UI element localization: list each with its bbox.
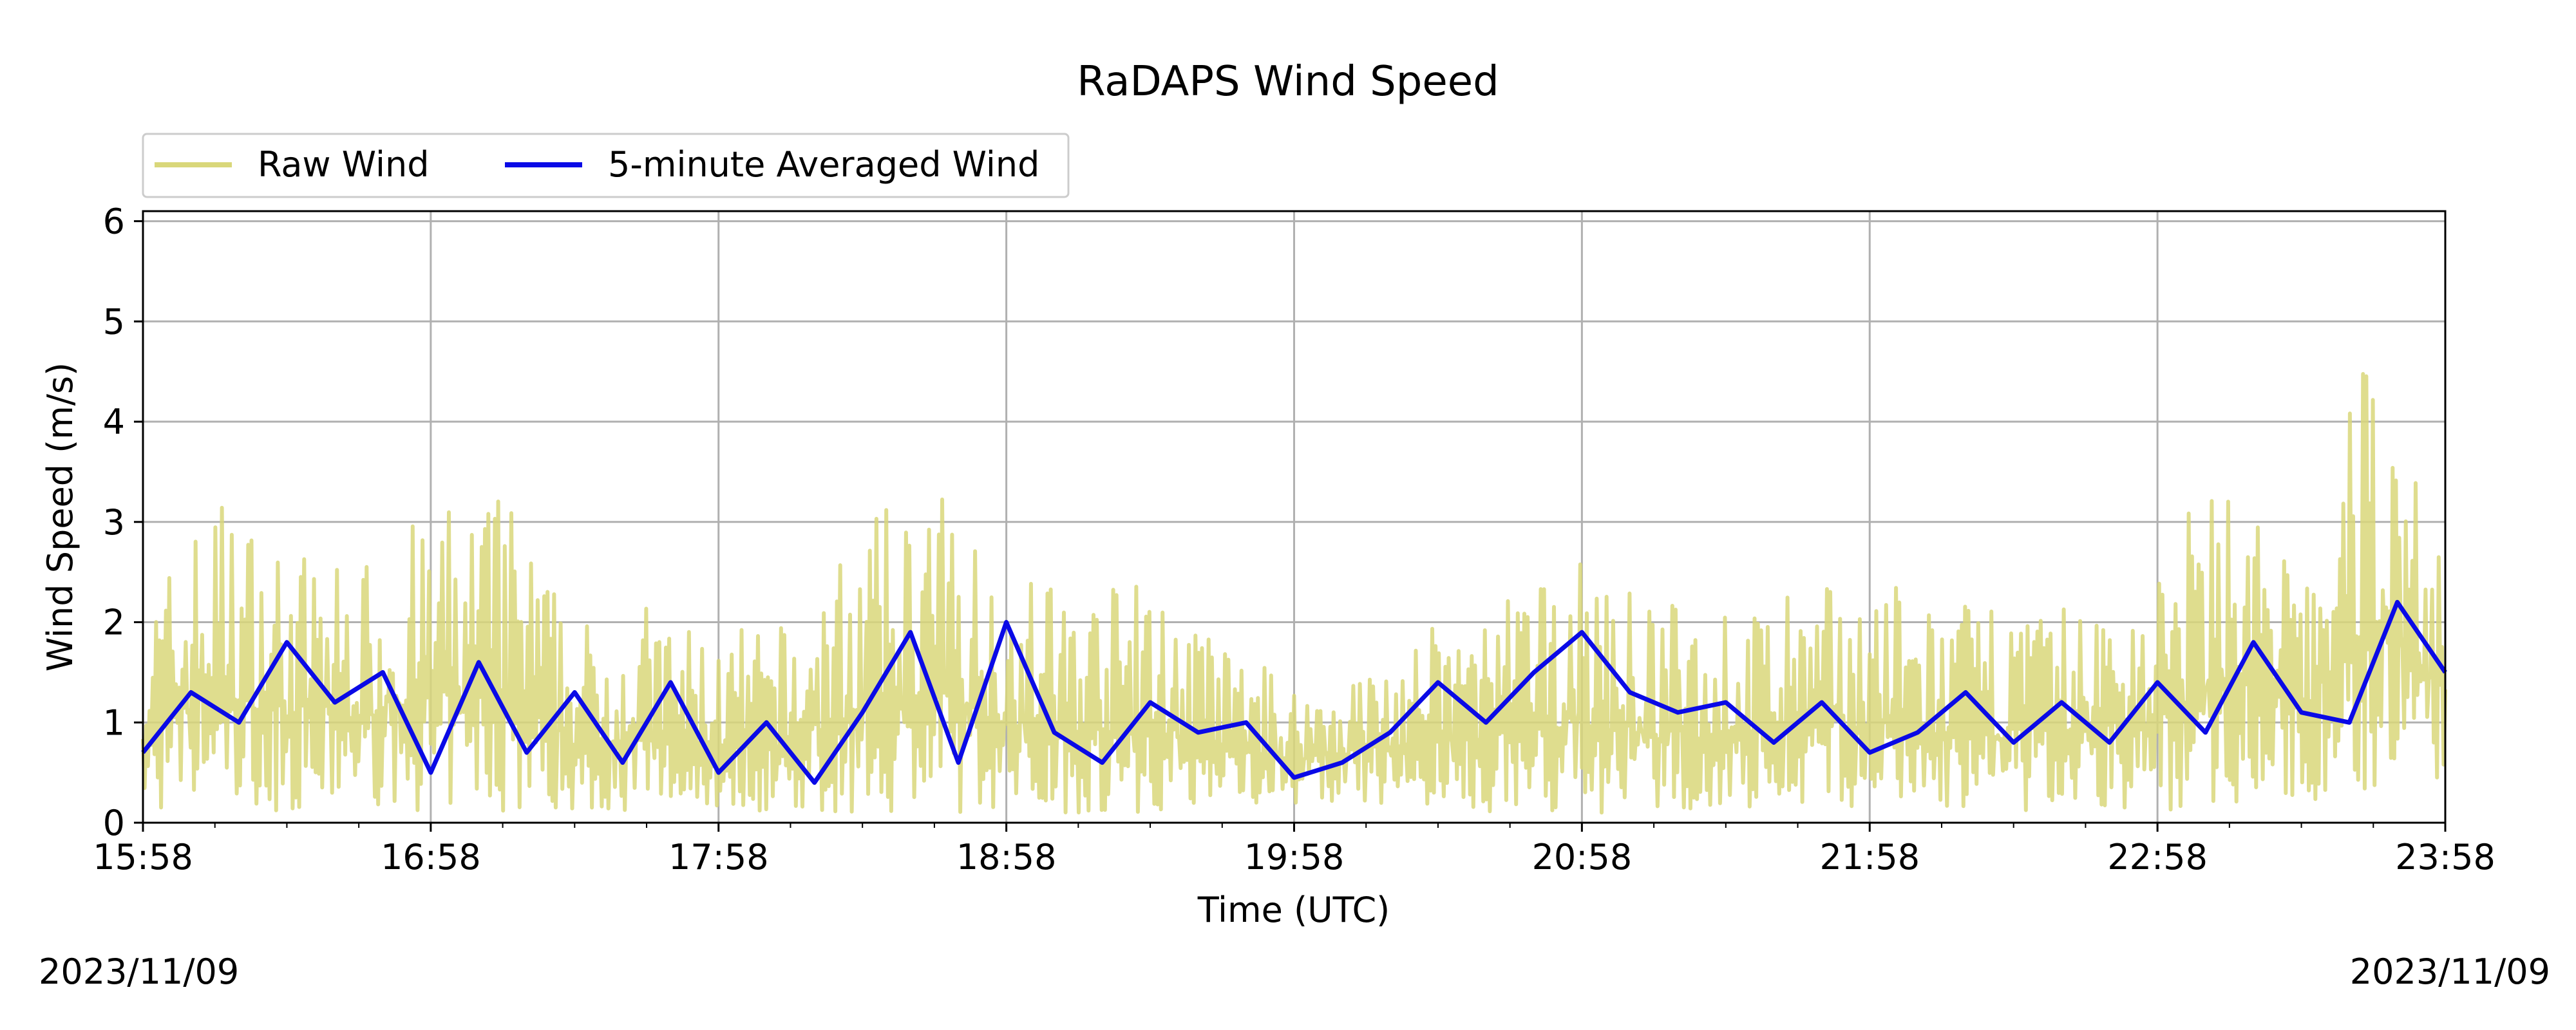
x-tick-label: 15:58 [93, 837, 193, 877]
raw-wind-series [141, 371, 2447, 815]
y-tick-label: 0 [103, 803, 125, 843]
y-tick-label: 3 [103, 502, 125, 543]
averaged-wind-line [141, 599, 2447, 785]
end-date-label: 2023/11/09 [2350, 951, 2550, 992]
chart-title: RaDAPS Wind Speed [1077, 58, 1499, 106]
start-date-label: 2023/11/09 [39, 951, 239, 992]
y-tick-label: 2 [103, 603, 125, 643]
y-tick-label: 4 [103, 402, 125, 442]
legend: Raw Wind 5-minute Averaged Wind [142, 133, 1070, 198]
x-tick-label: 22:58 [2107, 837, 2208, 877]
y-axis-label: Wind Speed (m/s) [40, 362, 80, 671]
legend-label-raw-wind: Raw Wind [258, 144, 429, 185]
x-tick-label: 16:58 [381, 837, 481, 877]
x-tick-label: 18:58 [956, 837, 1057, 877]
raw-wind-line [141, 371, 2447, 815]
y-tick-label: 1 [103, 702, 125, 743]
x-tick-label: 21:58 [1819, 837, 1920, 877]
y-axis: 0 1 2 3 4 5 6 [103, 201, 143, 843]
averaged-wind-series [141, 599, 2447, 785]
legend-box [142, 133, 1070, 198]
x-tick-label: 17:58 [668, 837, 769, 877]
x-axis-label: Time (UTC) [1197, 890, 1390, 930]
y-tick-label: 5 [103, 301, 125, 342]
x-tick-label: 23:58 [2395, 837, 2496, 877]
x-tick-label: 19:58 [1244, 837, 1345, 877]
x-tick-label: 20:58 [1532, 837, 1633, 877]
legend-label-averaged-wind: 5-minute Averaged Wind [608, 144, 1039, 185]
y-tick-label: 6 [103, 201, 125, 242]
x-axis: 15:58 16:58 17:58 18:58 19:58 20:58 21:58 22:58… [93, 823, 2496, 877]
